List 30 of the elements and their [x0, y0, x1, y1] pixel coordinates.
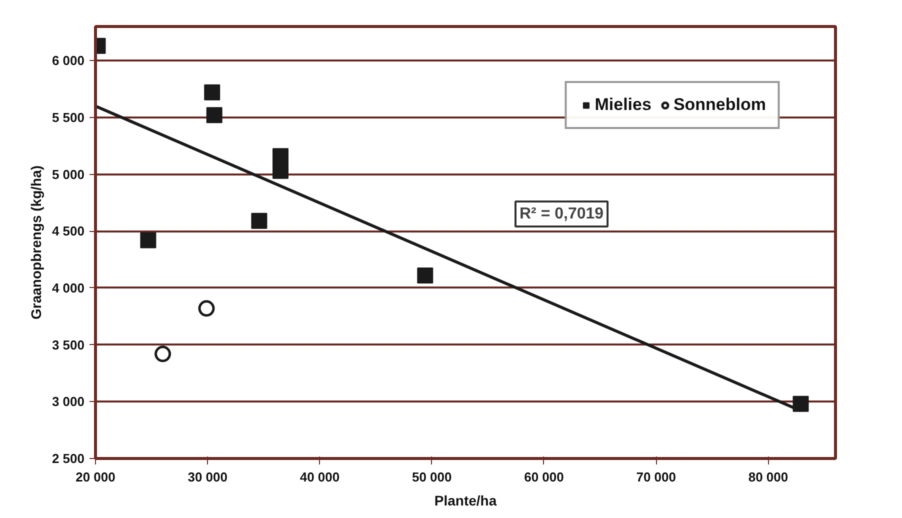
y-tick-label: 3 500 — [52, 337, 85, 352]
point — [198, 300, 215, 317]
point — [140, 232, 156, 248]
point — [154, 346, 172, 362]
x-tick-label: 80 000 — [748, 470, 788, 484]
y-tick-label: 5 500 — [52, 110, 85, 125]
x-tick-label: 20 000 — [76, 470, 116, 484]
legend-label: Sonneblom — [673, 95, 766, 115]
point — [792, 396, 809, 412]
x-tick-label: 40 000 — [300, 470, 340, 484]
x-tick-label: 70 000 — [636, 470, 676, 484]
y-axis-title: Graanopbrengs (kg/ha) — [28, 165, 44, 320]
y-tick-label: 5 000 — [52, 166, 85, 182]
y-tick-label: 4 500 — [52, 224, 85, 239]
y-tick-label: 6 000 — [52, 53, 85, 68]
point — [251, 212, 268, 229]
point — [272, 148, 288, 164]
y-tick-label: 3 000 — [52, 394, 85, 410]
point — [204, 84, 220, 100]
x-tick-label: 60 000 — [524, 470, 564, 484]
y-tick-label: 2 500 — [52, 451, 85, 466]
point — [206, 107, 222, 124]
point — [417, 267, 434, 284]
y-tick-label: 4 000 — [52, 280, 85, 296]
x-tick-label: 50 000 — [412, 470, 452, 484]
legend-label: Mielies — [594, 95, 652, 115]
point — [272, 162, 288, 179]
x-axis-title: Plante/ha — [434, 492, 497, 508]
x-tick-label: 30 000 — [188, 470, 228, 484]
annotation: R² = 0,7019 — [520, 206, 604, 222]
